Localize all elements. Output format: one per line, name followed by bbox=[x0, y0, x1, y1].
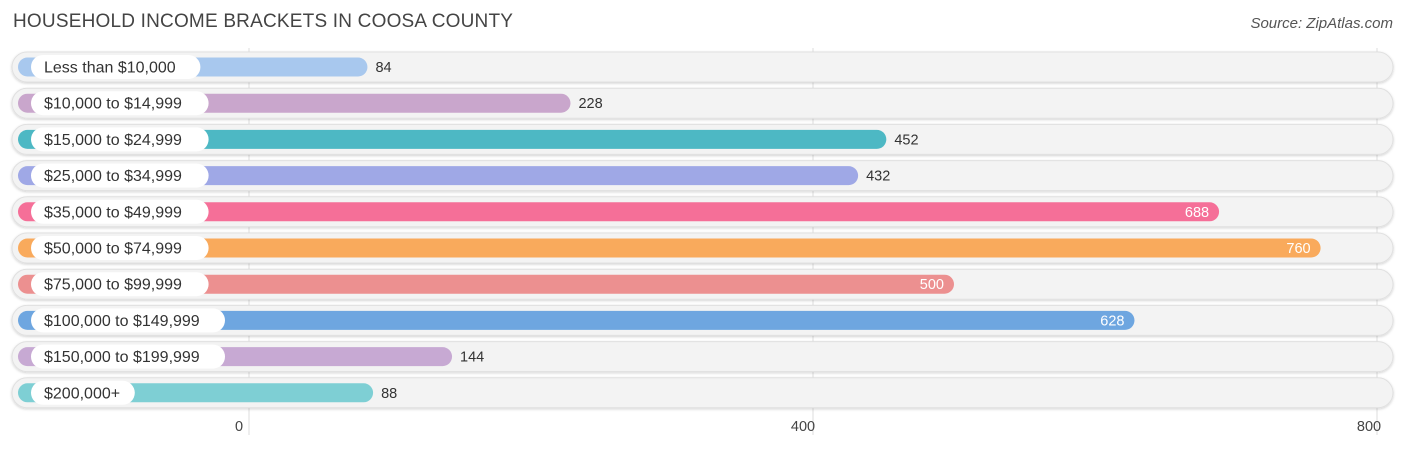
bar-row: $10,000 to $14,999 228 bbox=[11, 87, 1394, 119]
bar-row: Less than $10,000 84 bbox=[11, 51, 1394, 83]
category-label-pill bbox=[31, 272, 209, 297]
bar bbox=[18, 310, 1135, 330]
category-label-pill bbox=[31, 308, 225, 333]
category-label-pill bbox=[31, 91, 209, 116]
category-label: $35,000 to $49,999 bbox=[44, 204, 182, 221]
bar bbox=[18, 129, 887, 149]
value-label: 88 bbox=[381, 386, 397, 402]
category-label-pill bbox=[31, 55, 201, 79]
chart-source: Source: ZipAtlas.com bbox=[1250, 15, 1393, 32]
category-label: $150,000 to $199,999 bbox=[44, 349, 200, 366]
x-tick-label: 400 bbox=[791, 419, 815, 435]
bar-row: $200,000+ 88 bbox=[11, 377, 1394, 409]
value-label: 228 bbox=[578, 96, 602, 112]
value-label: 760 bbox=[1286, 241, 1310, 257]
category-label-pill bbox=[31, 380, 135, 405]
category-label-pill bbox=[31, 344, 225, 369]
category-label: Less than $10,000 bbox=[44, 60, 176, 77]
bar bbox=[18, 274, 954, 294]
bar bbox=[18, 166, 859, 186]
bar-row: $150,000 to $199,999 144 bbox=[11, 341, 1394, 373]
value-label: 432 bbox=[866, 169, 890, 185]
category-label: $25,000 to $34,999 bbox=[44, 168, 182, 185]
category-label: $100,000 to $149,999 bbox=[44, 313, 200, 330]
value-label: 628 bbox=[1100, 313, 1124, 329]
bar-row: $75,000 to $99,999 500 bbox=[11, 268, 1394, 300]
category-label-pill bbox=[31, 127, 209, 152]
bar-row: $25,000 to $34,999 432 bbox=[11, 160, 1394, 192]
category-label: $10,000 to $14,999 bbox=[44, 96, 182, 113]
category-label-pill bbox=[31, 199, 209, 224]
bar-row: $50,000 to $74,999 760 bbox=[11, 232, 1394, 264]
category-label: $75,000 to $99,999 bbox=[44, 277, 182, 294]
category-label-pill bbox=[31, 236, 209, 260]
value-label: 452 bbox=[894, 132, 918, 148]
category-label: $200,000+ bbox=[44, 385, 120, 402]
value-label: 500 bbox=[920, 277, 944, 293]
category-label: $15,000 to $24,999 bbox=[44, 132, 182, 149]
chart-title: HOUSEHOLD INCOME BRACKETS IN COOSA COUNT… bbox=[13, 11, 514, 32]
bar-row: $35,000 to $49,999 688 bbox=[11, 196, 1394, 228]
category-label: $50,000 to $74,999 bbox=[44, 241, 182, 258]
value-label: 84 bbox=[375, 60, 391, 76]
x-tick-label: 800 bbox=[1357, 419, 1381, 435]
bar bbox=[18, 238, 1321, 258]
value-label: 688 bbox=[1185, 205, 1209, 221]
value-label: 144 bbox=[460, 350, 484, 366]
bar-row: $100,000 to $149,999 628 bbox=[11, 304, 1394, 336]
x-tick-label: 0 bbox=[235, 419, 243, 435]
bar-row: $15,000 to $24,999 452 bbox=[11, 123, 1394, 155]
category-label-pill bbox=[31, 163, 209, 188]
bar bbox=[18, 202, 1220, 222]
